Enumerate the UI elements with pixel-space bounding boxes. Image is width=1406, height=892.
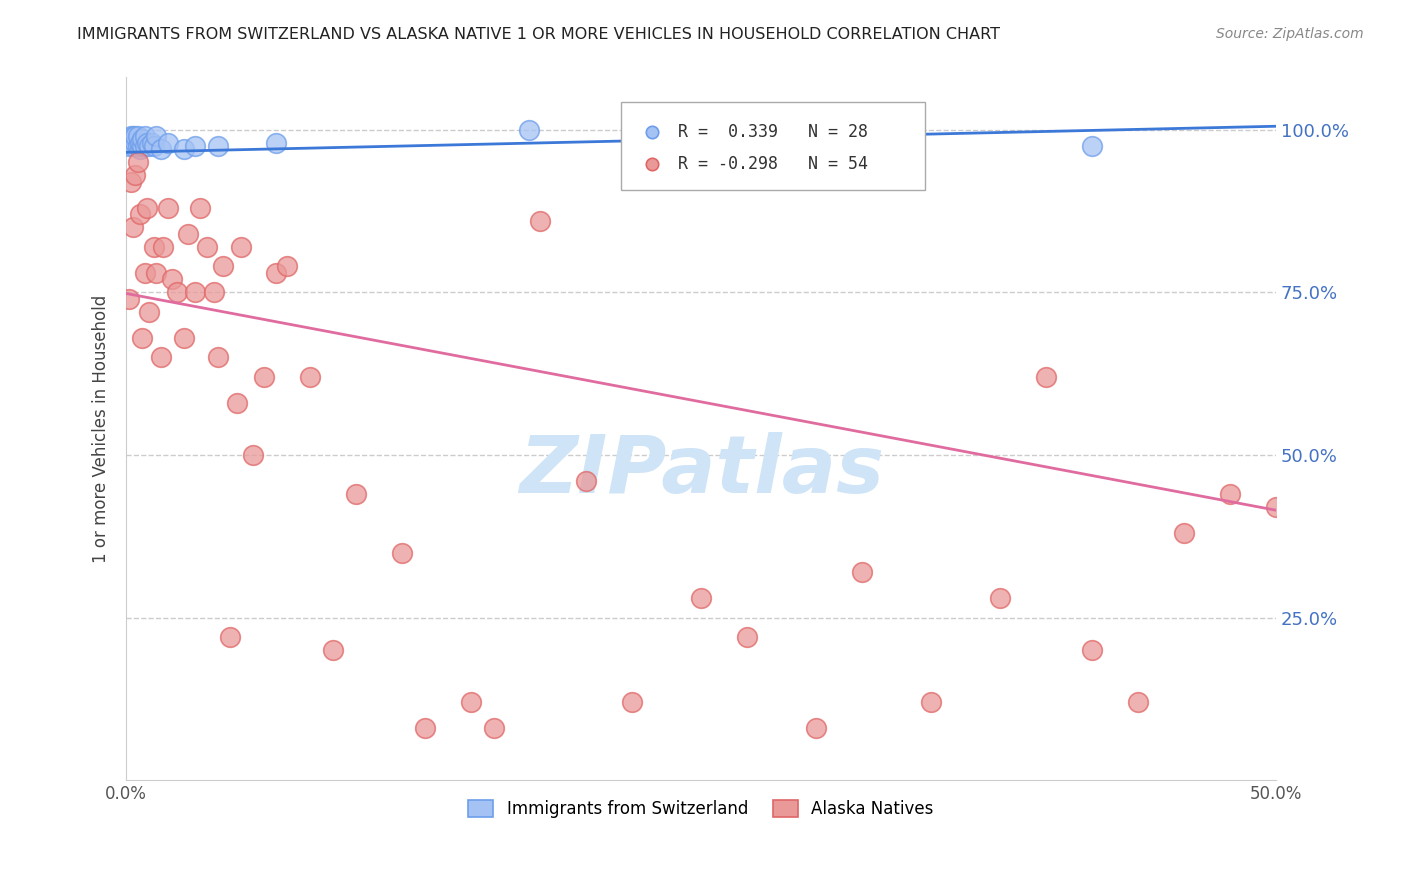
Point (264, 266, 287, 280)
Point (173, 142, 195, 156)
Point (136, 201, 159, 215)
Point (264, 136, 287, 150)
Point (735, 630, 758, 644)
Point (188, 201, 211, 215)
Point (231, 240, 253, 254)
Text: R = -0.298   N = 54: R = -0.298 N = 54 (678, 155, 868, 173)
Point (129, 142, 152, 156)
Point (117, 138, 139, 153)
Point (690, 591, 713, 605)
Point (122, 220, 145, 235)
Point (124, 168, 146, 182)
Point (184, 138, 207, 153)
Point (225, 396, 247, 410)
Point (322, 643, 344, 657)
Point (253, 369, 276, 384)
Point (460, 695, 482, 709)
Point (621, 695, 644, 709)
Point (124, 136, 146, 150)
Point (127, 155, 149, 169)
Point (218, 630, 240, 644)
Point (276, 259, 298, 273)
Point (138, 304, 160, 318)
Legend: Immigrants from Switzerland, Alaska Natives: Immigrants from Switzerland, Alaska Nati… (461, 793, 941, 825)
Point (136, 136, 159, 150)
Point (184, 285, 207, 300)
Point (207, 138, 229, 153)
Point (131, 331, 153, 345)
Text: Source: ZipAtlas.com: Source: ZipAtlas.com (1216, 27, 1364, 41)
Point (156, 136, 179, 150)
Point (1173, 526, 1195, 541)
Point (1126, 695, 1149, 709)
Point (127, 128, 149, 143)
Text: R =  0.339   N = 28: R = 0.339 N = 28 (678, 122, 868, 141)
Point (156, 201, 179, 215)
Point (1081, 138, 1104, 153)
Point (207, 351, 229, 365)
Y-axis label: 1 or more Vehicles in Household: 1 or more Vehicles in Household (93, 294, 110, 563)
Text: ZIPatlas: ZIPatlas (519, 432, 883, 510)
Point (202, 285, 225, 300)
Point (1081, 643, 1104, 657)
Point (120, 128, 142, 143)
Point (134, 138, 156, 153)
Point (152, 240, 174, 254)
Point (920, 695, 942, 709)
Point (142, 138, 165, 153)
Point (149, 142, 172, 156)
Point (166, 285, 188, 300)
Point (141, 136, 163, 150)
Point (129, 136, 152, 150)
Point (162, 272, 184, 286)
Point (195, 240, 218, 254)
Point (1166, 172, 1188, 186)
Point (122, 138, 145, 153)
Point (344, 487, 367, 501)
Point (517, 122, 540, 136)
Point (1166, 202, 1188, 217)
Point (142, 240, 165, 254)
Point (529, 213, 551, 227)
Point (131, 132, 153, 146)
Point (177, 227, 200, 241)
Point (391, 545, 413, 559)
Point (134, 128, 156, 143)
Point (129, 207, 152, 221)
Point (127, 138, 149, 153)
Point (124, 128, 146, 143)
Point (122, 128, 145, 143)
Point (1035, 369, 1057, 384)
Point (149, 351, 172, 365)
Point (134, 266, 156, 280)
Point (482, 721, 505, 735)
Point (242, 448, 264, 462)
Point (575, 474, 598, 488)
Point (212, 259, 235, 273)
Point (988, 591, 1011, 605)
Point (138, 138, 160, 153)
Point (120, 175, 142, 189)
Point (117, 292, 139, 306)
Point (1219, 487, 1241, 501)
Point (804, 721, 827, 735)
Text: IMMIGRANTS FROM SWITZERLAND VS ALASKA NATIVE 1 OR MORE VEHICLES IN HOUSEHOLD COR: IMMIGRANTS FROM SWITZERLAND VS ALASKA NA… (77, 27, 1000, 42)
Point (1265, 500, 1288, 514)
Point (120, 136, 142, 150)
Point (145, 128, 167, 143)
Point (413, 721, 436, 735)
Point (131, 138, 153, 153)
Point (851, 565, 873, 579)
FancyBboxPatch shape (620, 102, 925, 190)
Point (299, 369, 322, 384)
Point (173, 331, 195, 345)
Point (145, 266, 167, 280)
